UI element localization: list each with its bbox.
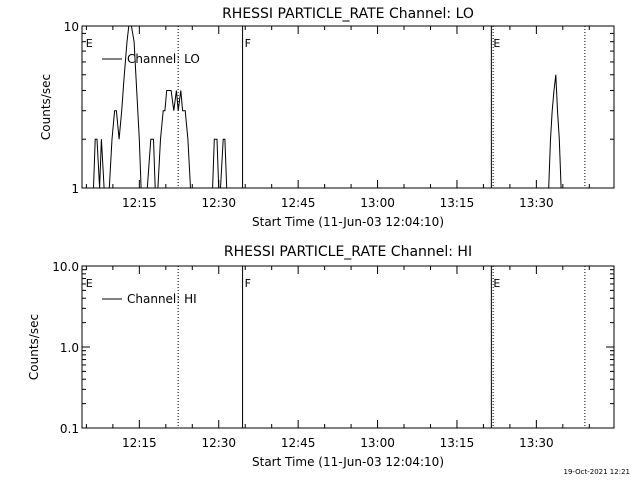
chart-title: RHESSI PARTICLE_RATE Channel: HI (224, 244, 472, 260)
x-tick-label: 13:00 (360, 436, 395, 450)
chart-lo-channel: RHESSI PARTICLE_RATE Channel: LO 12:15 12:… (39, 6, 615, 229)
x-tick-label: 13:15 (440, 196, 475, 210)
chart-hi-channel: RHESSI PARTICLE_RATE Channel: HI 12:15 12:… (27, 244, 615, 469)
y-tick-label: 10 (64, 20, 79, 34)
y-tick-label: 1 (71, 182, 79, 196)
legend-entry: Channel: HI (127, 292, 197, 306)
event-label: E (493, 37, 500, 50)
x-tick-label: 12:30 (201, 436, 236, 450)
event-label: E (86, 37, 93, 50)
x-tick-label: 12:45 (281, 196, 316, 210)
series-line-channel-lo (93, 25, 565, 189)
x-tick-label: 13:30 (519, 196, 554, 210)
y-tick-label: 10.0 (52, 260, 79, 274)
event-label: F (245, 277, 251, 290)
event-label: E (86, 277, 93, 290)
x-tick-label: 12:30 (201, 196, 236, 210)
y-axis-label: Counts/sec (27, 314, 41, 380)
generation-timestamp: 19-Oct-2021 12:21 (564, 468, 630, 476)
plot-frame (81, 265, 615, 429)
x-tick-label: 13:00 (360, 196, 395, 210)
x-tick-label: 12:15 (122, 436, 157, 450)
x-tick-label: 13:15 (440, 436, 475, 450)
x-tick-label: 13:30 (519, 436, 554, 450)
plot-frame (81, 25, 615, 189)
y-axis-label: Counts/sec (39, 74, 53, 140)
legend-entry: Channel: LO (127, 52, 200, 66)
x-axis-label: Start Time (11-Jun-03 12:04:10) (252, 215, 444, 229)
event-label: E (493, 277, 500, 290)
x-axis-label: Start Time (11-Jun-03 12:04:10) (252, 455, 444, 469)
event-label: F (245, 37, 251, 50)
x-tick-label: 12:45 (281, 436, 316, 450)
y-tick-label: 0.1 (60, 422, 79, 436)
x-tick-label: 12:15 (122, 196, 157, 210)
y-tick-label: 1.0 (60, 341, 79, 355)
chart-title: RHESSI PARTICLE_RATE Channel: LO (222, 6, 474, 22)
